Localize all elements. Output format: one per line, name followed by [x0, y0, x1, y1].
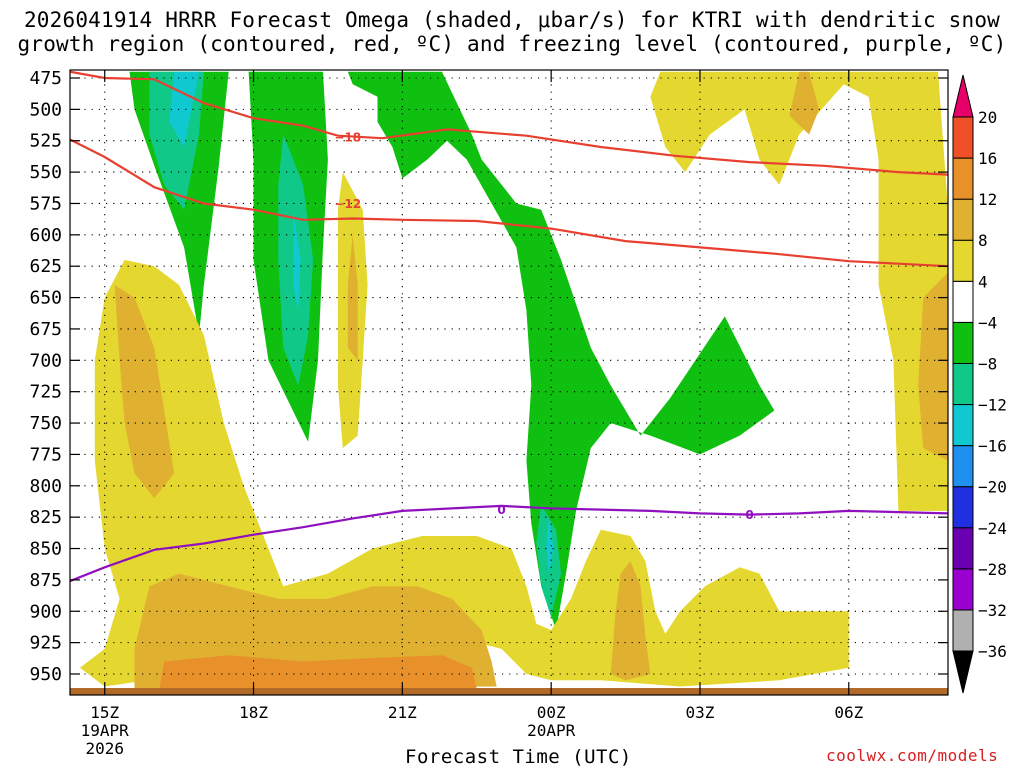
- contour-label-freezing-level-1: 0: [745, 508, 753, 522]
- colorbar-segment-7: [952, 321, 974, 364]
- x-tick-date-00Z: 20APR: [527, 721, 576, 740]
- colorbar-segment-5: [952, 404, 974, 447]
- colorbar-label-10: −24: [978, 519, 1007, 538]
- y-tick-label-700: 700: [29, 350, 62, 371]
- y-tick-label-675: 675: [29, 319, 62, 340]
- colorbar-segment-3: [952, 486, 974, 529]
- y-tick-label-850: 850: [29, 539, 62, 560]
- contour-freezing-level: [70, 504, 948, 583]
- omega-region-orange-15: [610, 561, 651, 681]
- colorbar-label-11: −28: [978, 560, 1007, 579]
- omega-region-orange-17: [918, 272, 948, 461]
- y-tick-label-925: 925: [29, 633, 62, 654]
- colorbar-segment-2: [952, 527, 974, 570]
- colorbar-segment-12: [952, 116, 974, 159]
- colorbar-segment-0: [952, 609, 974, 652]
- colorbar-label-6: −8: [978, 354, 997, 373]
- omega-region-green-2: [347, 71, 775, 631]
- omega-region-orange-13: [347, 234, 358, 361]
- colorbar-label-4: 4: [978, 272, 988, 291]
- x-tick-label-15Z: 15Z: [90, 703, 119, 722]
- y-tick-label-625: 625: [29, 256, 62, 277]
- y-tick-label-775: 775: [29, 444, 62, 465]
- omega-region-deep-orange-18: [159, 655, 477, 690]
- x-tick-label-00Z: 00Z: [537, 703, 566, 722]
- colorbar-label-0: 20: [978, 108, 997, 127]
- colorbar-segment-11: [952, 157, 974, 200]
- colorbar-segment-6: [952, 362, 974, 406]
- y-tick-label-800: 800: [29, 476, 62, 497]
- chart-title-line-2: growth region (contoured, red, ºC) and f…: [17, 32, 1007, 56]
- colorbar-label-3: 8: [978, 231, 988, 250]
- plot-border: [69, 69, 949, 696]
- x-tick-label-06Z: 06Z: [834, 703, 863, 722]
- contour-label-dendritic-top-0: −18: [334, 130, 361, 144]
- y-tick-label-750: 750: [29, 413, 62, 434]
- x-axis-label: Forecast Time (UTC): [405, 746, 632, 768]
- omega-region-cyan-7: [293, 209, 301, 311]
- contour-dendritic-bottom: [70, 138, 948, 268]
- credit-link[interactable]: coolwx.com/models: [826, 746, 999, 765]
- y-tick-label-650: 650: [29, 288, 62, 309]
- y-tick-label-525: 525: [29, 131, 62, 152]
- omega-region-cyan-8: [546, 517, 554, 574]
- y-tick-label-575: 575: [29, 193, 62, 214]
- colorbar-segment-9: [952, 239, 974, 282]
- colorbar-label-8: −16: [978, 437, 1007, 456]
- y-tick-label-725: 725: [29, 382, 62, 403]
- y-tick-label-950: 950: [29, 664, 62, 685]
- y-tick-label-900: 900: [29, 601, 62, 622]
- x-tick-label-18Z: 18Z: [239, 703, 268, 722]
- omega-region-yellow-9: [650, 71, 948, 511]
- y-tick-label-600: 600: [29, 225, 62, 246]
- terrain-band: [70, 688, 948, 695]
- omega-region-orange-16: [789, 71, 819, 135]
- colorbar-below-triangle: [952, 650, 974, 694]
- omega-shading: [79, 71, 948, 690]
- contour-label-freezing-level-0: 0: [497, 503, 505, 517]
- plot-frame: [69, 69, 949, 696]
- contour-dendritic-top: [70, 70, 948, 176]
- colorbar-segment-8: [952, 280, 974, 323]
- colorbar-label-5: −4: [978, 313, 997, 332]
- x-tick-date-15Z: 19APR: [81, 721, 130, 740]
- y-tick-label-875: 875: [29, 570, 62, 591]
- colorbar-label-2: 12: [978, 190, 997, 209]
- colorbar-segment-4: [952, 445, 974, 488]
- contours: −18 −12 0 0: [70, 70, 948, 583]
- terrain-surface: [70, 688, 948, 695]
- y-tick-label-825: 825: [29, 507, 62, 528]
- colorbar-label-1: 16: [978, 149, 997, 168]
- colorbar: 20 16 12 8 4 −4 −8 −12 −16 −20 −24 −28 −32 −36: [952, 74, 1007, 694]
- chart-title: 2026041914 HRRR Forecast Omega (shaded, …: [0, 8, 1024, 56]
- x-tick-year-15Z: 2026: [85, 739, 124, 758]
- chart-title-line-1: 2026041914 HRRR Forecast Omega (shaded, …: [23, 8, 1001, 32]
- colorbar-label-13: −36: [978, 642, 1007, 661]
- colorbar-above-triangle: [952, 74, 974, 118]
- contour-label-dendritic-bottom-0: −12: [334, 197, 361, 211]
- y-axis-ticks: 475 500 525 550 575 600 625 650 675 700 725 750 775 8…: [29, 68, 948, 685]
- omega-region-orange-12: [114, 285, 175, 499]
- x-tick-label-03Z: 03Z: [686, 703, 715, 722]
- y-tick-label-500: 500: [29, 99, 62, 120]
- x-tick-label-21Z: 21Z: [388, 703, 417, 722]
- colorbar-label-7: −12: [978, 396, 1007, 415]
- colorbar-segment-10: [952, 198, 974, 241]
- colorbar-label-9: −20: [978, 478, 1007, 497]
- y-tick-label-475: 475: [29, 68, 62, 89]
- y-tick-label-550: 550: [29, 162, 62, 183]
- colorbar-label-12: −32: [978, 601, 1007, 620]
- colorbar-segment-1: [952, 568, 974, 611]
